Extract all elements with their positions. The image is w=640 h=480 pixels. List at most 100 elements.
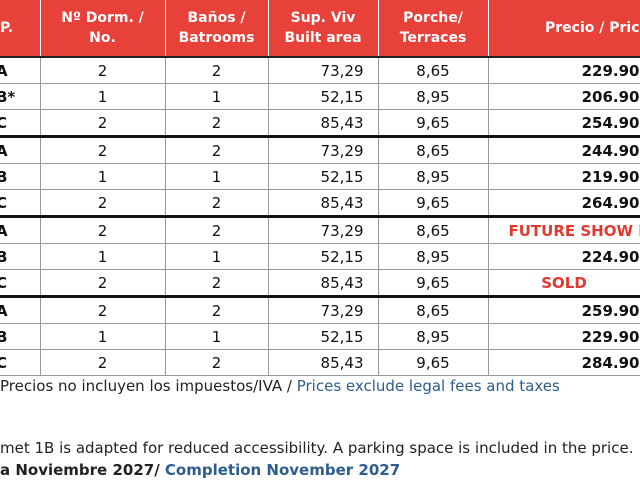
- table-cell: 2: [165, 57, 269, 84]
- header-line: Baños /: [187, 10, 246, 26]
- table-cell: 2: [40, 296, 166, 324]
- header-line: Batrooms: [178, 30, 255, 46]
- header-line: Nº Dorm. /: [61, 10, 144, 26]
- table-cell: 264.90: [488, 189, 640, 218]
- header-cell: P.: [0, 0, 41, 58]
- table-cell: 73,29: [268, 136, 379, 164]
- table-cell: A: [0, 216, 41, 244]
- header-row: P. Nº Dorm. / No. Baños / Batrooms Sup. Viv Bu…: [0, 0, 640, 58]
- table-cell: 2: [165, 269, 269, 298]
- table-cell: 85,43: [268, 109, 379, 138]
- header-line: P.: [0, 20, 14, 36]
- table-cell: 9,65: [378, 269, 489, 298]
- tax-note-es: Precios no incluyen los impuestos/IVA /: [0, 377, 297, 395]
- table-body: A2273,298,65229.90B*1152,158,95206.90C22…: [0, 57, 640, 376]
- table-cell: 2: [40, 349, 166, 376]
- accessibility-note: met 1B is adapted for reduced accessibil…: [0, 439, 634, 457]
- completion-note: a Noviembre 2027/ Completion November 20…: [0, 461, 400, 479]
- tax-note: Precios no incluyen los impuestos/IVA / …: [0, 377, 560, 395]
- header-line: Sup. Viv: [290, 10, 356, 26]
- table-cell: 2: [40, 136, 166, 164]
- table-cell: SOLD: [488, 269, 640, 298]
- table-cell: 1: [40, 83, 166, 110]
- price-table: P. Nº Dorm. / No. Baños / Batrooms Sup. Viv Bu…: [0, 0, 640, 376]
- table-cell: 219.90: [488, 163, 640, 190]
- table-cell: 8,65: [378, 216, 489, 244]
- header-cell: Porche/Terraces: [378, 0, 489, 58]
- table-cell: 8,95: [378, 323, 489, 350]
- table-cell: 2: [40, 109, 166, 138]
- table-cell: C: [0, 189, 41, 218]
- table-cell: 229.90: [488, 323, 640, 350]
- table-cell: 254.90: [488, 109, 640, 138]
- table-cell: 8,65: [378, 136, 489, 164]
- table-cell: C: [0, 269, 41, 298]
- table-cell: 206.90: [488, 83, 640, 110]
- table-cell: 259.90: [488, 296, 640, 324]
- table-cell: 1: [165, 243, 269, 270]
- table-cell: 9,65: [378, 109, 489, 138]
- table-cell: 1: [40, 243, 166, 270]
- table-cell: 52,15: [268, 83, 379, 110]
- table-cell: 73,29: [268, 216, 379, 244]
- table-cell: 2: [165, 189, 269, 218]
- table-cell: 2: [40, 216, 166, 244]
- table-cell: B*: [0, 83, 41, 110]
- table-cell: 2: [165, 216, 269, 244]
- header-line: Precio / Pric: [545, 20, 640, 36]
- table-cell: 52,15: [268, 323, 379, 350]
- header-line: Terraces: [399, 30, 467, 46]
- table-cell: 2: [40, 269, 166, 298]
- table-cell: 8,95: [378, 243, 489, 270]
- table-cell: 85,43: [268, 189, 379, 218]
- tax-note-en: Prices exclude legal fees and taxes: [296, 377, 560, 395]
- table-cell: 1: [40, 323, 166, 350]
- table-cell: 52,15: [268, 243, 379, 270]
- table-cell: B: [0, 243, 41, 270]
- table-cell: 73,29: [268, 57, 379, 84]
- table-cell: A: [0, 136, 41, 164]
- header-cell: Precio / Pric: [488, 0, 640, 58]
- table-cell: 1: [165, 323, 269, 350]
- table-cell: C: [0, 109, 41, 138]
- table-cell: 229.90: [488, 57, 640, 84]
- table-cell: 85,43: [268, 349, 379, 376]
- table-cell: 73,29: [268, 296, 379, 324]
- table-cell: 1: [165, 83, 269, 110]
- completion-en: Completion November 2027: [164, 461, 401, 479]
- table-cell: FUTURE SHOW HO: [488, 216, 640, 244]
- completion-es: a Noviembre 2027/: [0, 461, 165, 479]
- table-cell: 1: [40, 163, 166, 190]
- table-cell: 2: [165, 136, 269, 164]
- table-cell: 224.90: [488, 243, 640, 270]
- table-cell: 2: [165, 296, 269, 324]
- table-cell: 284.90: [488, 349, 640, 376]
- table-cell: 2: [40, 189, 166, 218]
- table-cell: 9,65: [378, 189, 489, 218]
- header-line: Porche/: [403, 10, 463, 26]
- table-cell: 2: [165, 109, 269, 138]
- table-cell: 8,65: [378, 296, 489, 324]
- table-cell: B: [0, 163, 41, 190]
- table-cell: A: [0, 57, 41, 84]
- table-cell: 8,95: [378, 163, 489, 190]
- table-cell: 2: [165, 349, 269, 376]
- header-cell: Baños / Batrooms: [165, 0, 269, 58]
- table-cell: A: [0, 296, 41, 324]
- table-cell: 2: [40, 57, 166, 84]
- table-cell: 9,65: [378, 349, 489, 376]
- table-cell: C: [0, 349, 41, 376]
- table-cell: 8,65: [378, 57, 489, 84]
- table-cell: B: [0, 323, 41, 350]
